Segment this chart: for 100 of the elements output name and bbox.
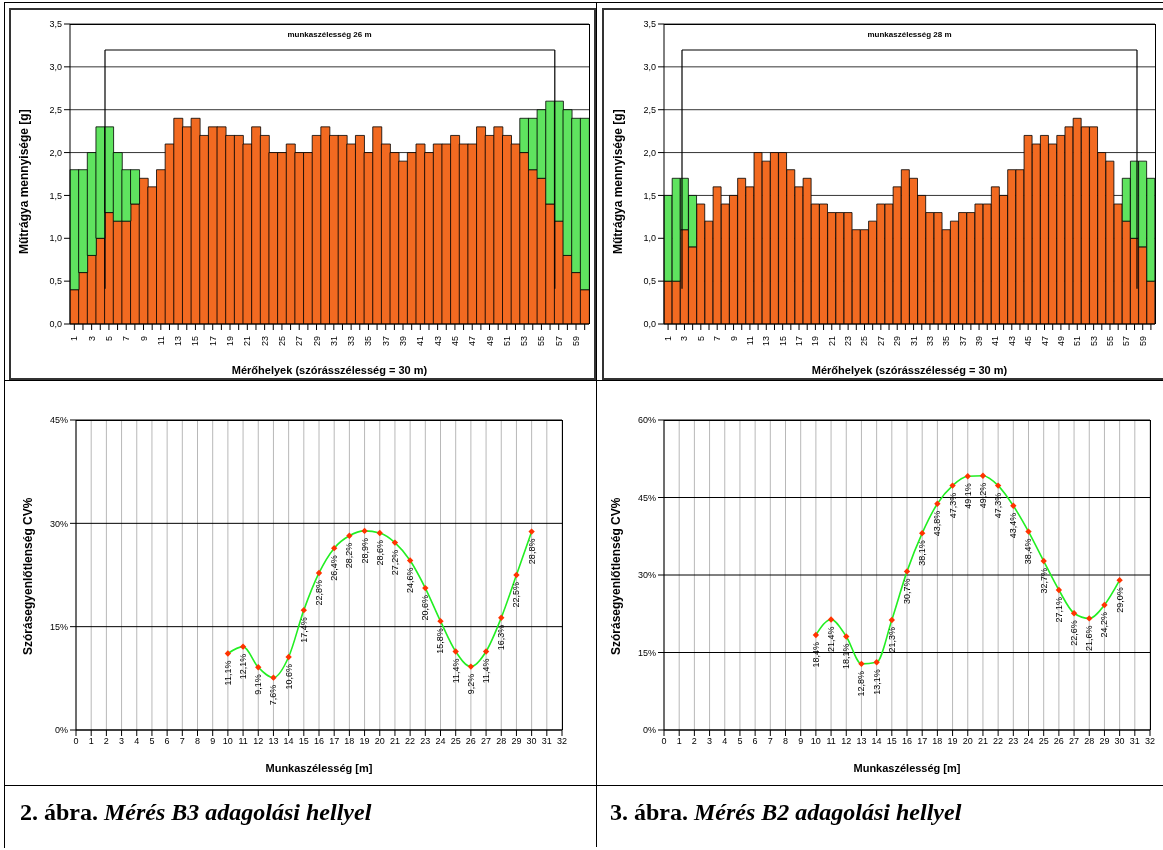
x-tick-label: 3 <box>86 336 97 342</box>
x-tick-label: 10 <box>810 736 821 747</box>
x-tick-label: 35 <box>363 336 374 347</box>
data-label: 28,8% <box>526 538 537 565</box>
data-label: 27,2% <box>389 549 400 576</box>
x-tick-label: 47 <box>467 336 478 347</box>
x-tick-label: 29 <box>311 336 322 347</box>
x-tick-label: 12 <box>253 736 264 747</box>
x-tick-label: 13 <box>173 336 184 347</box>
y-tick-label: 3,5 <box>643 19 656 30</box>
x-tick-label: 6 <box>164 736 170 747</box>
x-tick-label: 2 <box>103 736 109 747</box>
x-tick-label: 11 <box>744 336 755 346</box>
x-tick-label: 15 <box>777 336 788 347</box>
x-tick-label: 15 <box>886 736 897 747</box>
y-tick-label: 0,0 <box>643 319 656 330</box>
x-tick-label: 51 <box>1072 336 1083 347</box>
data-label: 38,4% <box>1023 538 1034 565</box>
x-tick-label: 35 <box>941 336 952 347</box>
x-tick-label: 41 <box>415 336 426 347</box>
data-label: 13,1% <box>871 669 882 695</box>
x-axis-title: Mérőhelyek (szórásszélesség = 30 m) <box>811 364 1008 376</box>
y-tick-label: 0,0 <box>49 319 62 330</box>
x-tick-label: 1 <box>676 736 682 747</box>
x-tick-label: 3 <box>707 736 713 747</box>
data-label: 47,3% <box>993 492 1004 519</box>
x-tick-label: 18 <box>932 736 943 747</box>
x-tick-label: 7 <box>121 336 132 342</box>
x-tick-label: 57 <box>553 336 564 347</box>
y-tick-label: 0,5 <box>49 276 62 287</box>
x-tick-label: 39 <box>974 336 985 347</box>
x-tick-label: 4 <box>134 736 140 747</box>
x-tick-label: 11 <box>155 336 166 346</box>
data-label: 24,6% <box>405 567 416 594</box>
x-tick-label: 31 <box>541 736 552 747</box>
x-tick-label: 16 <box>313 736 325 747</box>
x-tick-label: 32 <box>1144 736 1156 747</box>
text: 3. ábra. <box>610 799 688 825</box>
x-tick-label: 33 <box>924 336 935 347</box>
x-tick-label: 31 <box>908 336 919 347</box>
x-tick-label: 9 <box>138 336 149 342</box>
data-label: 10,6% <box>283 663 294 690</box>
y-tick-label: 1,0 <box>643 233 656 244</box>
x-tick-label: 29 <box>892 336 903 347</box>
y-tick-label: 0% <box>642 725 656 736</box>
y-tick-label: 45% <box>49 415 68 426</box>
x-tick-label: 18 <box>344 736 355 747</box>
y-tick-label: 15% <box>49 621 68 632</box>
annotation: munkaszélesség 26 m <box>286 30 373 39</box>
x-tick-label: 12 <box>841 736 852 747</box>
y-tick-label: 0,5 <box>643 276 656 287</box>
data-label: 32,7% <box>1038 568 1049 594</box>
x-tick-label: 29 <box>511 736 522 747</box>
y-axis-title: Szórásegyenlőtlenség CV% <box>21 497 36 655</box>
x-tick-label: 41 <box>990 336 1001 347</box>
data-label: 38,1% <box>917 540 928 566</box>
x-tick-label: 37 <box>957 336 968 347</box>
x-tick-label: 55 <box>1104 336 1115 347</box>
x-tick-label: 9 <box>798 736 804 747</box>
x-tick-label: 49 <box>1055 336 1066 347</box>
x-tick-label: 43 <box>1006 336 1017 347</box>
x-tick-label: 26 <box>1053 736 1064 747</box>
y-axis-title: Műtrágya mennyisége [g] <box>611 109 626 254</box>
y-tick-label: 1,5 <box>643 190 656 201</box>
x-tick-label: 21 <box>826 336 837 347</box>
data-label: 24,2% <box>1099 611 1110 638</box>
y-axis-title: Szórásegyenlőtlenség CV% <box>609 497 624 655</box>
data-label: 11,4% <box>481 658 492 684</box>
x-tick-label: 1 <box>69 336 80 342</box>
y-tick-label: 0% <box>54 725 68 736</box>
data-label: 18,4% <box>810 641 821 668</box>
x-tick-label: 2 <box>691 736 697 747</box>
x-tick-label: 15 <box>190 336 201 347</box>
data-label: 22,5% <box>511 582 522 608</box>
x-tick-label: 14 <box>871 736 882 747</box>
x-tick-label: 28 <box>496 736 507 747</box>
x-tick-label: 19 <box>359 736 370 747</box>
x-tick-label: 8 <box>194 736 201 747</box>
data-label: 9,2% <box>465 673 476 695</box>
x-tick-label: 7 <box>179 736 185 747</box>
x-tick-label: 24 <box>435 736 446 747</box>
x-tick-label: 31 <box>328 336 339 347</box>
x-tick-label: 43 <box>432 336 443 347</box>
annotation: munkaszélesség 28 m <box>866 30 953 39</box>
x-tick-label: 29 <box>1099 736 1110 747</box>
x-tick-label: 5 <box>103 336 114 342</box>
x-tick-label: 22 <box>993 736 1004 747</box>
x-tick-label: 1 <box>88 736 94 747</box>
x-tick-label: 21 <box>242 336 253 347</box>
x-tick-label: 37 <box>380 336 391 347</box>
data-label: 29,0% <box>1114 587 1125 613</box>
y-tick-label: 2,0 <box>643 147 656 158</box>
data-label: 28,6% <box>374 539 385 566</box>
x-tick-label: 53 <box>519 336 530 347</box>
x-tick-label: 8 <box>782 736 789 747</box>
x-tick-label: 17 <box>794 336 805 347</box>
data-label: 28,9% <box>359 537 370 564</box>
x-tick-label: 19 <box>225 336 236 347</box>
y-tick-label: 45% <box>637 492 656 503</box>
x-tick-label: 1 <box>663 336 674 342</box>
